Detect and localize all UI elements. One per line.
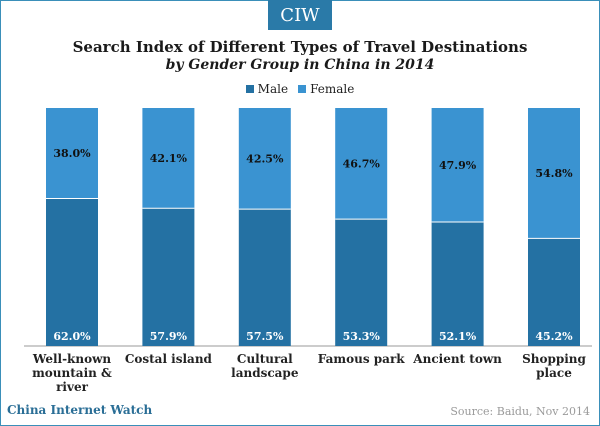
- data-label-male-2: 57.5%: [246, 330, 284, 343]
- legend-swatch-female: [298, 85, 307, 93]
- data-label-female-4: 47.9%: [439, 159, 477, 172]
- data-label-female-5: 54.8%: [535, 167, 573, 180]
- bar-male-2: [238, 209, 291, 346]
- bar-male-5: [528, 238, 580, 346]
- source-note: Source: Baidu, Nov 2014: [450, 405, 590, 418]
- bar-male-3: [335, 219, 388, 346]
- data-label-male-4: 52.1%: [439, 330, 477, 343]
- data-label-female-1: 42.1%: [150, 152, 188, 165]
- bar-female-5: [528, 108, 580, 239]
- data-label-male-3: 53.3%: [343, 330, 381, 343]
- legend-item-female: Female: [298, 82, 354, 96]
- data-label-male-1: 57.9%: [150, 330, 188, 343]
- data-label-female-0: 38.0%: [53, 147, 91, 160]
- chart-title: Search Index of Different Types of Trave…: [72, 38, 528, 56]
- bar-male-1: [142, 208, 195, 346]
- footer-brand: China Internet Watch: [7, 403, 153, 417]
- chart-subtitle: by Gender Group in China in 2014: [165, 57, 435, 73]
- bar-female-4: [431, 108, 484, 223]
- data-label-female-2: 42.5%: [246, 153, 284, 166]
- category-label-4: Ancient town: [413, 352, 502, 366]
- bar-male-4: [431, 222, 484, 346]
- data-label-male-5: 45.2%: [535, 330, 573, 343]
- bar-female-2: [238, 108, 291, 210]
- bar-female-1: [142, 108, 195, 209]
- legend-item-male: Male: [245, 82, 289, 96]
- category-label-1: Costal island: [124, 352, 212, 366]
- data-label-female-3: 46.7%: [343, 158, 381, 171]
- category-label-3: Famous park: [317, 352, 405, 366]
- bar-female-0: [46, 108, 98, 199]
- legend-label-female: Female: [310, 82, 355, 96]
- bar-female-3: [335, 108, 388, 220]
- legend-swatch-male: [245, 85, 254, 93]
- legend-label-male: Male: [257, 82, 289, 96]
- category-label-0: Well-known mountain & river: [32, 352, 112, 394]
- legend: Male Female: [0, 82, 600, 96]
- category-label-2: Cultural landscape: [231, 352, 299, 380]
- category-label-5: Shopping place: [522, 352, 586, 380]
- brand-badge: CIW: [268, 0, 332, 30]
- bar-male-0: [46, 198, 98, 346]
- data-label-male-0: 62.0%: [53, 330, 91, 343]
